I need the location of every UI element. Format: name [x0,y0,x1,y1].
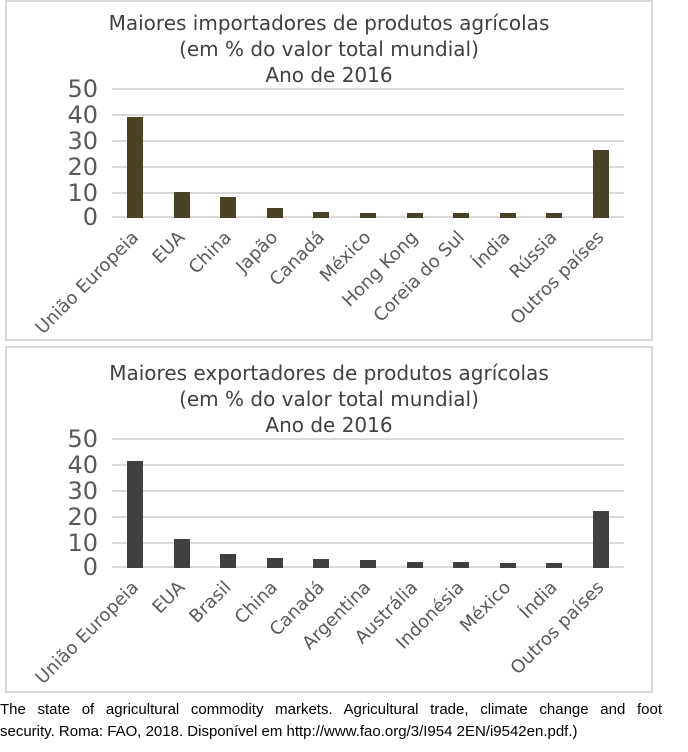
bar-slot-eua [159,88,206,218]
bar-coreia-do-sul [453,212,470,218]
x-axis-label-eua: EUA [148,577,190,618]
gridline-10 [112,542,624,544]
chart-title-line1: Maiores importadores de produtos agrícol… [108,11,550,35]
chart-title-line2: (em % do valor total mundial) [179,387,479,411]
bar-mexico [499,562,516,568]
bar-slot-russia [531,88,578,218]
y-tick-label-10: 10 [67,529,98,557]
bar-eua [173,539,190,568]
bar-eua [173,192,190,218]
bar-slot-coreia-do-sul [438,88,485,218]
bar-slot-china [205,88,252,218]
chart-title: Maiores importadores de produtos agrícol… [7,2,651,88]
y-tick-label-10: 10 [67,179,98,207]
y-tick-label-20: 20 [67,503,98,531]
gridline-50 [112,88,624,90]
bar-slot-canada [298,88,345,218]
exporters-chart: Maiores exportadores de produtos agrícol… [5,346,653,693]
bar-russia [546,212,563,218]
caption-line2: security. Roma: FAO, 2018. Disponível em… [0,723,578,740]
y-axis: 50 40 30 20 10 0 [7,75,112,231]
bar-canada [313,211,330,218]
bar-slot-mexico [484,438,531,568]
gridline-20 [112,516,624,518]
x-axis-label-mexico: México [455,577,516,637]
chart-title-line3: Ano de 2016 [265,413,393,437]
bar-mexico [360,212,376,218]
gridline-30 [112,140,624,142]
bar-outros-paises [592,150,609,218]
bar-slot-mexico [345,88,392,218]
bar-slot-india [484,88,531,218]
x-axis-label-uniao-europeia: União Europeia [31,577,143,689]
source-caption: The state of agricultural commodity mark… [0,699,662,743]
gridline-40 [112,464,624,466]
y-tick-label-40: 40 [67,451,98,479]
bar-slot-eua [159,438,206,568]
plot-row: 50 40 30 20 10 0 [7,425,651,581]
y-tick-label-40: 40 [67,101,98,129]
chart-title-line2: (em % do valor total mundial) [179,37,479,61]
bars-layer [112,438,624,568]
y-tick-label-20: 20 [67,153,98,181]
x-axis-labels: União Europeia EUA Brasil China Canadá Argent… [7,568,651,689]
importers-chart: Maiores importadores de produtos agrícol… [5,0,653,341]
y-tick-label-50: 50 [67,425,98,453]
plot-area [112,438,624,568]
gridline-20 [112,166,624,168]
plot-row: 50 40 30 20 10 0 [7,75,651,231]
gridline-40 [112,114,624,116]
bar-argentina [360,560,376,568]
x-axis-labels: União Europeia EUA China Japão Canadá México H… [7,218,651,339]
gridline-30 [112,490,624,492]
bar-slot-canada [298,438,345,568]
y-tick-label-0: 0 [82,553,98,581]
bar-india [499,212,516,218]
bar-slot-outros-paises [577,438,624,568]
bar-slot-brasil [205,438,252,568]
bar-slot-uniao-europeia [112,438,159,568]
y-tick-label-30: 30 [67,127,98,155]
bar-uniao-europeia [127,116,144,218]
plot-area [112,88,624,218]
bar-slot-indonesia [438,438,485,568]
bar-slot-china [252,438,299,568]
bar-slot-australia [391,438,438,568]
chart-title-line3: Ano de 2016 [265,63,393,87]
caption-line1: The state of agricultural commodity mark… [0,701,662,718]
y-tick-label-30: 30 [67,477,98,505]
bar-china [266,557,283,568]
bar-hong-kong [406,212,423,218]
bar-slot-india [531,438,578,568]
x-axis-label-brasil: Brasil [185,577,236,628]
bar-japao [266,207,283,218]
bar-australia [406,561,423,568]
bar-uniao-europeia [127,461,144,568]
x-axis-label-eua: EUA [148,227,190,268]
chart-title: Maiores exportadores de produtos agrícol… [7,348,651,438]
x-axis-label-uniao-europeia: União Europeia [31,227,143,339]
bar-china [220,197,237,218]
bar-outros-paises [592,510,609,568]
y-axis: 50 40 30 20 10 0 [7,425,112,581]
bar-slot-argentina [345,438,392,568]
bar-indonesia [453,561,470,568]
bar-slot-japao [252,88,299,218]
x-axis-label-china: China [184,227,236,279]
bar-slot-outros-paises [577,88,624,218]
bar-india [546,562,563,568]
gridline-50 [112,438,624,440]
bar-canada [313,558,330,568]
bar-slot-uniao-europeia [112,88,159,218]
gridline-10 [112,192,624,194]
chart-title-line1: Maiores exportadores de produtos agrícol… [109,361,549,385]
bars-layer [112,88,624,218]
bar-brasil [220,553,237,568]
y-tick-label-0: 0 [82,203,98,231]
y-tick-label-50: 50 [67,75,98,103]
bar-slot-hong-kong [391,88,438,218]
